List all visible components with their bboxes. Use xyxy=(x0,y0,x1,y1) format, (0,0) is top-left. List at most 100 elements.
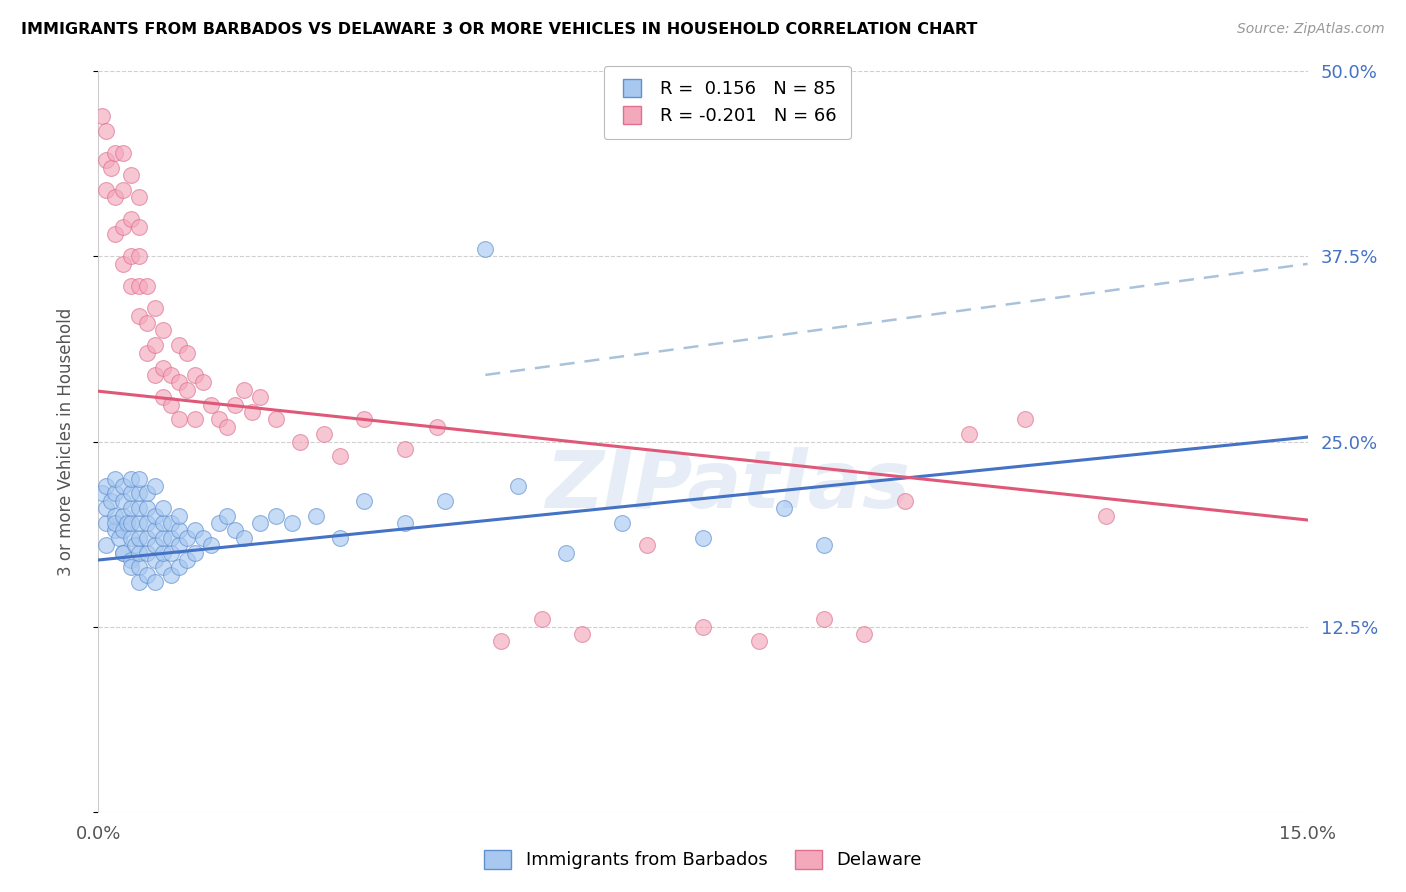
Point xyxy=(120,531,142,545)
Point xyxy=(184,412,207,426)
Point xyxy=(135,546,157,560)
Point xyxy=(103,524,125,538)
Point xyxy=(107,531,129,545)
Point xyxy=(748,634,770,648)
Point xyxy=(143,338,166,352)
Point xyxy=(111,257,134,271)
Point xyxy=(160,398,183,412)
Point xyxy=(128,250,150,264)
Point xyxy=(128,309,150,323)
Point xyxy=(264,412,287,426)
Point xyxy=(91,486,114,500)
Point xyxy=(100,493,122,508)
Point xyxy=(853,627,876,641)
Point xyxy=(143,524,166,538)
Point xyxy=(957,427,980,442)
Point xyxy=(264,508,287,523)
Point xyxy=(394,516,416,530)
Point xyxy=(571,627,593,641)
Point xyxy=(135,316,157,330)
Point xyxy=(167,538,190,552)
Point xyxy=(135,345,157,359)
Point xyxy=(143,368,166,382)
Point xyxy=(120,501,142,516)
Point xyxy=(143,301,166,316)
Point xyxy=(135,486,157,500)
Point xyxy=(143,479,166,493)
Point xyxy=(103,486,125,500)
Point xyxy=(167,560,190,574)
Point xyxy=(200,398,222,412)
Point xyxy=(636,538,658,552)
Point xyxy=(96,153,118,168)
Point xyxy=(135,516,157,530)
Point xyxy=(813,612,835,626)
Point xyxy=(120,471,142,485)
Point xyxy=(353,493,375,508)
Point xyxy=(111,145,134,160)
Legend: Immigrants from Barbados, Delaware: Immigrants from Barbados, Delaware xyxy=(475,841,931,879)
Point xyxy=(288,434,311,449)
Point xyxy=(193,531,215,545)
Text: Source: ZipAtlas.com: Source: ZipAtlas.com xyxy=(1237,22,1385,37)
Point xyxy=(111,219,134,234)
Point xyxy=(120,486,142,500)
Point xyxy=(612,516,634,530)
Point xyxy=(128,279,150,293)
Point xyxy=(120,212,142,227)
Point xyxy=(120,168,142,182)
Point xyxy=(128,501,150,516)
Point xyxy=(111,546,134,560)
Point xyxy=(167,412,190,426)
Point xyxy=(506,479,529,493)
Point xyxy=(893,493,915,508)
Point xyxy=(111,508,134,523)
Point xyxy=(1014,412,1036,426)
Point xyxy=(128,471,150,485)
Point xyxy=(128,560,150,574)
Point xyxy=(217,419,239,434)
Text: ZIPatlas: ZIPatlas xyxy=(544,447,910,525)
Point xyxy=(184,368,207,382)
Point xyxy=(160,516,183,530)
Point xyxy=(128,486,150,500)
Point xyxy=(426,419,449,434)
Point xyxy=(184,546,207,560)
Point xyxy=(329,450,352,464)
Point xyxy=(305,508,328,523)
Point xyxy=(692,619,714,633)
Point xyxy=(167,508,190,523)
Legend: R =  0.156   N = 85, R = -0.201   N = 66: R = 0.156 N = 85, R = -0.201 N = 66 xyxy=(603,66,851,139)
Point xyxy=(120,516,142,530)
Point xyxy=(128,546,150,560)
Point xyxy=(103,145,125,160)
Point xyxy=(111,493,134,508)
Point xyxy=(152,516,174,530)
Point xyxy=(96,123,118,137)
Point xyxy=(176,345,198,359)
Point xyxy=(193,376,215,390)
Point xyxy=(96,501,118,516)
Point xyxy=(96,183,118,197)
Point xyxy=(135,531,157,545)
Point xyxy=(120,560,142,574)
Point xyxy=(329,531,352,545)
Point xyxy=(208,412,231,426)
Point xyxy=(772,501,794,516)
Point xyxy=(474,242,496,256)
Point xyxy=(96,479,118,493)
Point xyxy=(120,250,142,264)
Point xyxy=(281,516,304,530)
Point xyxy=(103,227,125,242)
Point xyxy=(120,279,142,293)
Point xyxy=(555,546,578,560)
Point xyxy=(103,516,125,530)
Point xyxy=(135,567,157,582)
Point xyxy=(135,279,157,293)
Point xyxy=(128,531,150,545)
Point xyxy=(160,567,183,582)
Point xyxy=(200,538,222,552)
Point xyxy=(167,524,190,538)
Point xyxy=(152,501,174,516)
Point xyxy=(91,109,114,123)
